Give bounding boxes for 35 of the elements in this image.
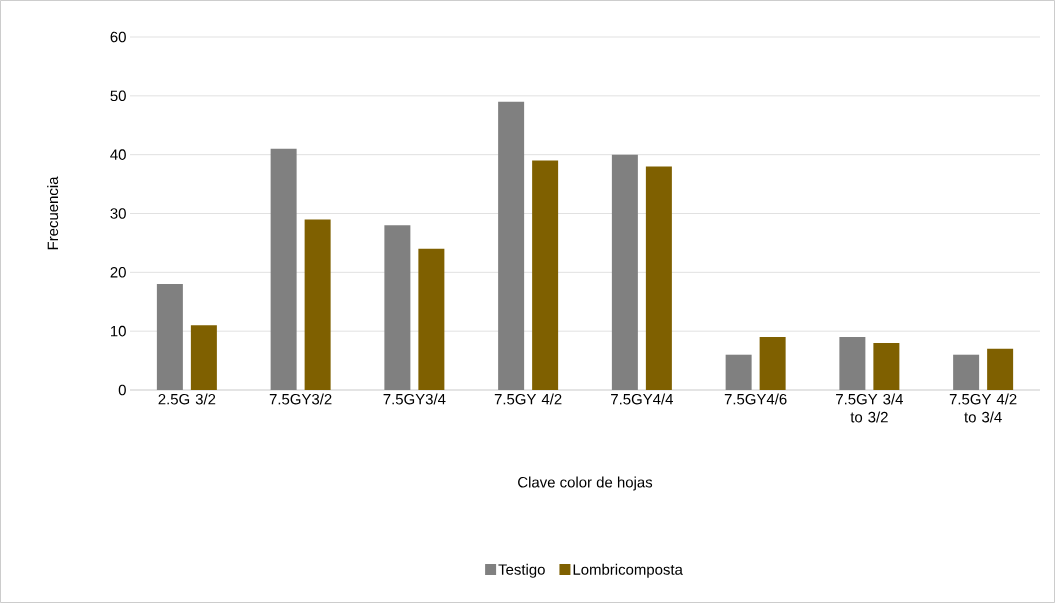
bar bbox=[759, 337, 786, 390]
y-tick-label: 10 bbox=[111, 325, 126, 337]
legend-label: Testigo bbox=[498, 563, 545, 578]
bar bbox=[418, 248, 445, 390]
x-tick-label: 7.5GY3/2 bbox=[269, 393, 332, 405]
bar bbox=[156, 284, 183, 390]
y-tick-label: 0 bbox=[118, 384, 126, 396]
y-axis-title: Frecuencia bbox=[47, 176, 59, 250]
bar bbox=[190, 325, 217, 390]
x-tick-label: 7.5GY4/6 bbox=[724, 393, 787, 405]
bar bbox=[532, 160, 559, 390]
x-tick-label: 7.5GY 4/2 bbox=[494, 393, 562, 405]
bar bbox=[987, 348, 1014, 390]
bar bbox=[498, 101, 525, 390]
bar bbox=[839, 337, 866, 390]
bar bbox=[873, 342, 900, 390]
bar bbox=[953, 354, 980, 390]
bar bbox=[270, 148, 297, 390]
bar bbox=[725, 354, 752, 390]
x-axis-title: Clave color de hojas bbox=[518, 476, 653, 491]
legend-label: Lombricomposta bbox=[573, 563, 683, 578]
x-tick-label: 7.5GY 4/2 to 3/4 bbox=[949, 393, 1017, 423]
bar bbox=[611, 154, 638, 390]
x-tick-label: 7.5GY 3/4 to 3/2 bbox=[836, 393, 903, 423]
y-tick-label: 60 bbox=[110, 31, 126, 43]
y-tick-label: 50 bbox=[110, 90, 126, 102]
x-tick-label: 7.5GY3/4 bbox=[383, 393, 446, 405]
y-tick-label: 30 bbox=[110, 208, 126, 219]
bar bbox=[645, 166, 672, 390]
y-tick-label: 40 bbox=[110, 149, 126, 160]
bar bbox=[304, 219, 331, 390]
x-tick-label: 2.5G 3/2 bbox=[158, 393, 216, 405]
bar bbox=[384, 225, 411, 390]
y-tick-label: 20 bbox=[110, 267, 126, 278]
x-tick-label: 7.5GY4/4 bbox=[611, 393, 674, 405]
